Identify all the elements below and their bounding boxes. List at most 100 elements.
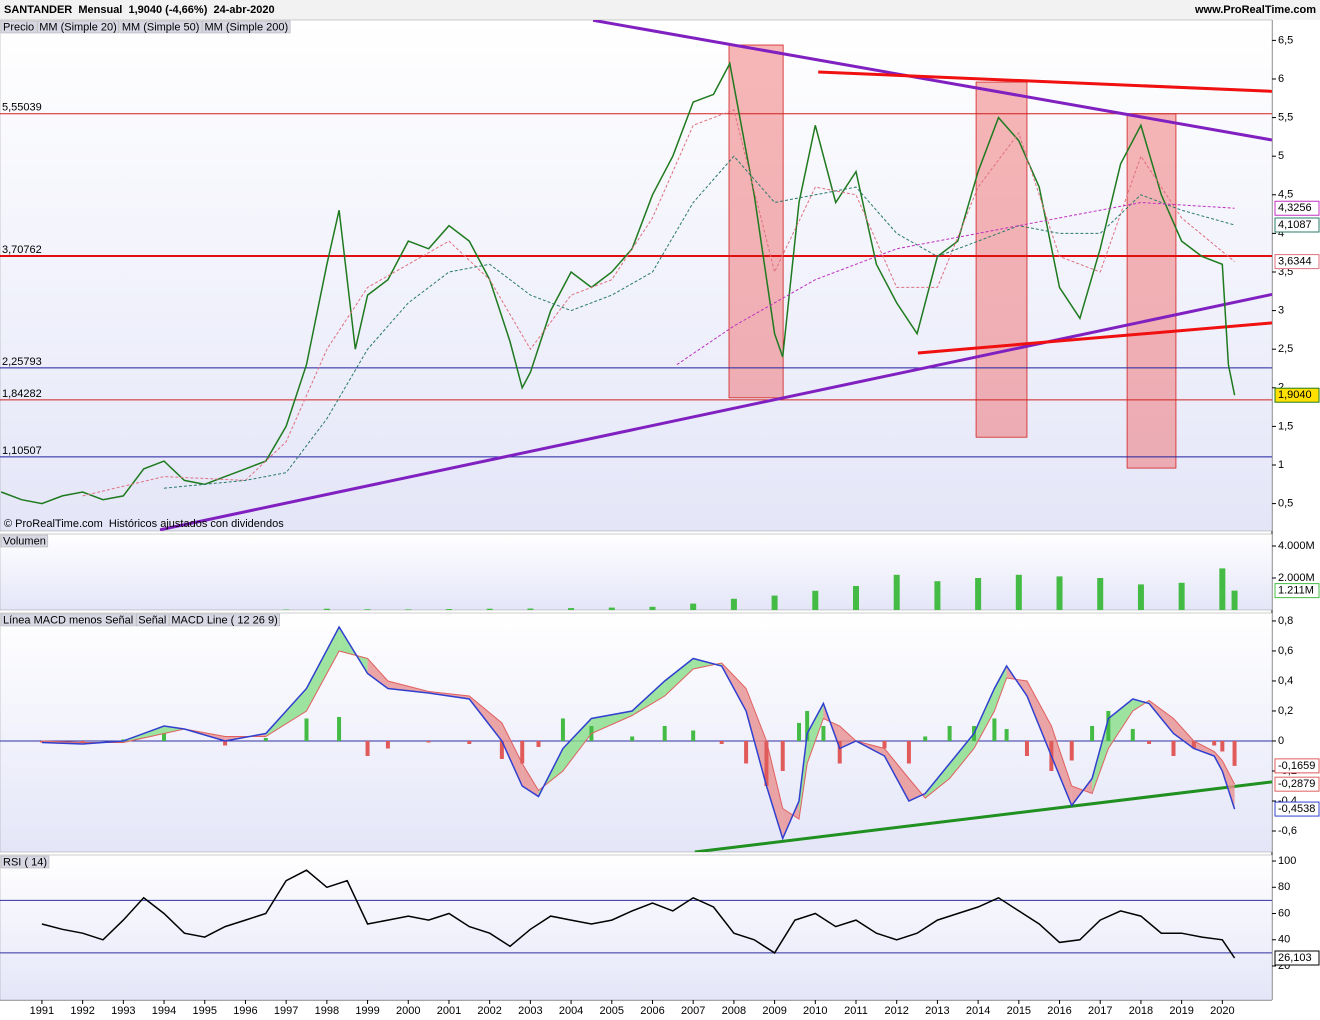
volume-bar xyxy=(608,607,615,610)
last-value-label: 1,9040 xyxy=(1278,389,1312,401)
volume-bar xyxy=(853,586,860,610)
x-tick-label: 2006 xyxy=(640,1005,664,1017)
y-tick-label: 2,5 xyxy=(1278,343,1293,355)
macd-histogram-bar xyxy=(1004,728,1009,741)
macd-histogram-bar xyxy=(263,737,268,741)
x-tick-label: 1996 xyxy=(233,1005,257,1017)
y-tick-label: 0,5 xyxy=(1278,497,1293,509)
legend-entry: Línea MACD menos Señal xyxy=(3,614,133,626)
y-tick-label: 0,8 xyxy=(1278,615,1293,627)
legend-entry: Volumen xyxy=(3,535,46,547)
last-value-box xyxy=(1274,776,1320,792)
panel-background xyxy=(0,854,1273,1001)
last-value-box xyxy=(1274,387,1320,403)
macd-fill xyxy=(1027,681,1052,756)
macd-histogram-bar xyxy=(536,740,541,747)
legend-box xyxy=(0,613,136,627)
macd-fill xyxy=(884,748,909,801)
y-tick-label: 0,2 xyxy=(1278,705,1293,717)
volume-bar xyxy=(568,608,575,610)
y-tick-label: 6,5 xyxy=(1278,34,1293,46)
x-tick-label: 2009 xyxy=(762,1005,786,1017)
legend-box xyxy=(202,20,291,34)
volume-bar xyxy=(405,609,412,610)
macd-fill xyxy=(1051,726,1072,806)
macd-fill xyxy=(1193,741,1215,756)
macd-fill xyxy=(367,658,388,689)
level-label: 5,55039 xyxy=(2,102,42,114)
macd-fill xyxy=(974,688,995,749)
last-value-label: 4,3256 xyxy=(1278,202,1312,214)
y-tick-label: 5 xyxy=(1278,150,1284,162)
legend-entry: MACD Line ( 12 26 9) xyxy=(171,614,277,626)
level-label: 2,25793 xyxy=(2,356,42,368)
volume-bar xyxy=(730,598,737,610)
signal-line xyxy=(41,650,1236,820)
x-tick-label: 1992 xyxy=(70,1005,94,1017)
macd-fill xyxy=(164,726,185,734)
macd-histogram-bar xyxy=(797,722,802,741)
macd-histogram-bar xyxy=(365,740,370,756)
series-line xyxy=(41,869,1236,959)
y-tick-label: 2.000M xyxy=(1278,572,1315,584)
y-tick-label: 4 xyxy=(1278,227,1284,239)
macd-histogram-bar xyxy=(1147,740,1152,744)
volume-bar xyxy=(364,609,371,610)
volume-bar xyxy=(649,606,656,610)
last-value-box xyxy=(1274,217,1320,233)
macd-fill xyxy=(632,681,665,716)
macd-histogram-bar xyxy=(764,740,769,786)
macd-histogram-bar xyxy=(385,740,390,749)
y-tick-label: 6 xyxy=(1278,73,1284,85)
macd-fill xyxy=(501,723,523,786)
x-tick-label: 1991 xyxy=(30,1005,54,1017)
legend-box xyxy=(135,613,169,627)
last-value-box xyxy=(1274,200,1320,216)
last-value-label: -0,2879 xyxy=(1278,778,1315,790)
y-tick-label: 0,6 xyxy=(1278,645,1293,657)
x-tick-label: 2007 xyxy=(681,1005,705,1017)
macd-histogram-bar xyxy=(1171,740,1176,756)
macd-histogram-bar xyxy=(992,718,997,741)
y-tick-label: 2 xyxy=(1278,382,1284,394)
x-tick-label: 2011 xyxy=(844,1005,868,1017)
legend-entry: MM (Simple 50) xyxy=(122,21,200,33)
macd-histogram-bar xyxy=(1106,710,1111,741)
macd-histogram-bar xyxy=(1090,725,1095,741)
macd-histogram-bar xyxy=(780,740,785,771)
y-tick-label: 40 xyxy=(1278,934,1290,946)
y-tick-label: 4,5 xyxy=(1278,189,1293,201)
last-value-label: 3,6344 xyxy=(1278,256,1312,268)
macd-fill xyxy=(664,658,694,696)
macd-histogram-bar xyxy=(337,716,342,741)
y-tick-label: 80 xyxy=(1278,881,1290,893)
series-line xyxy=(676,201,1235,366)
x-tick-label: 2010 xyxy=(803,1005,827,1017)
macd-histogram-bar xyxy=(1191,740,1196,749)
last-value-box xyxy=(1274,758,1320,774)
volume-bar xyxy=(771,595,778,610)
volume-bar xyxy=(323,608,330,610)
x-tick-label: 2005 xyxy=(600,1005,624,1017)
panel xyxy=(0,625,1272,852)
x-tick-label: 2019 xyxy=(1169,1005,1193,1017)
level-label: 3,70762 xyxy=(2,244,42,256)
volume-bar xyxy=(527,608,534,610)
macd-fill xyxy=(1173,718,1194,749)
panel xyxy=(0,20,1272,531)
last-value-label: 4,1087 xyxy=(1278,219,1312,231)
header-site: www.ProRealTime.com xyxy=(1194,4,1316,16)
volume-bar xyxy=(1137,584,1144,610)
y-tick-label: -0,6 xyxy=(1278,825,1297,837)
x-tick-label: 2013 xyxy=(925,1005,949,1017)
volume-bar xyxy=(893,574,900,610)
macd-histogram-bar xyxy=(630,736,635,741)
legend-entry: RSI ( 14) xyxy=(3,856,47,868)
panel-background xyxy=(0,533,1273,611)
macd-fill xyxy=(562,718,592,771)
legend-box xyxy=(0,855,50,869)
trend-line xyxy=(694,780,1272,852)
macd-histogram-bar xyxy=(906,740,911,764)
legend-box xyxy=(36,20,120,34)
